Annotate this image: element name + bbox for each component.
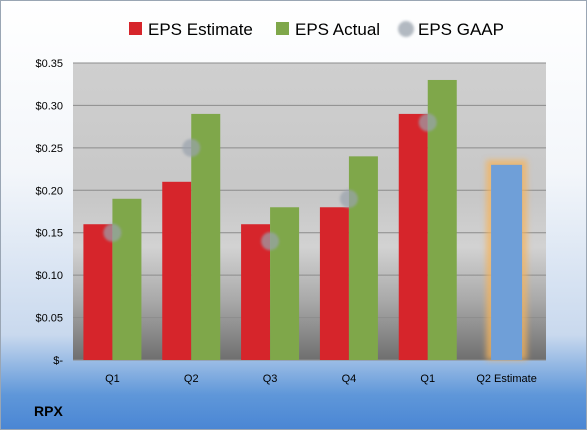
marker-eps-gaap: [339, 189, 358, 208]
marker-eps-gaap: [418, 113, 437, 132]
y-tick-label: $0.25: [35, 143, 63, 155]
bar-eps-actual: [348, 156, 378, 360]
y-tick-label: $0.30: [35, 100, 63, 112]
bar-eps-estimate: [83, 224, 113, 360]
bar-eps-estimate: [398, 113, 428, 361]
marker-eps-gaap: [182, 138, 201, 157]
legend-label: EPS Estimate: [148, 20, 253, 39]
bar-eps-actual: [270, 207, 300, 360]
legend-label: EPS GAAP: [418, 20, 504, 39]
x-tick-label: Q3: [263, 373, 278, 385]
bar-q2-estimate: [491, 164, 523, 360]
legend-swatch: [276, 22, 289, 35]
ticker-label: RPX: [34, 403, 63, 419]
y-tick-label: $0.35: [35, 58, 63, 70]
legend-swatch: [398, 21, 414, 37]
legend-swatch: [129, 22, 142, 35]
plot-area: [73, 63, 546, 360]
bar-eps-actual: [112, 198, 142, 360]
legend-eps-estimate: EPS Estimate: [129, 20, 253, 39]
bar-eps-estimate: [319, 207, 349, 360]
y-tick-label: $-: [53, 355, 63, 367]
bar-eps-estimate: [162, 181, 192, 360]
x-tick-label: Q1: [105, 373, 120, 385]
x-tick-label: Q4: [342, 373, 357, 385]
legend-label: EPS Actual: [295, 20, 380, 39]
y-tick-label: $0.10: [35, 270, 63, 282]
legend-eps-actual: EPS Actual: [276, 20, 380, 39]
x-tick-label: Q1: [420, 373, 435, 385]
x-tick-label: Q2: [184, 373, 199, 385]
marker-eps-gaap: [103, 223, 122, 242]
marker-eps-gaap: [261, 232, 280, 251]
y-tick-label: $0.20: [35, 185, 63, 197]
legend-eps-gaap: EPS GAAP: [398, 20, 504, 39]
x-tick-label: Q2 Estimate: [476, 373, 537, 385]
y-tick-label: $0.15: [35, 228, 63, 240]
y-tick-label: $0.05: [35, 313, 63, 325]
